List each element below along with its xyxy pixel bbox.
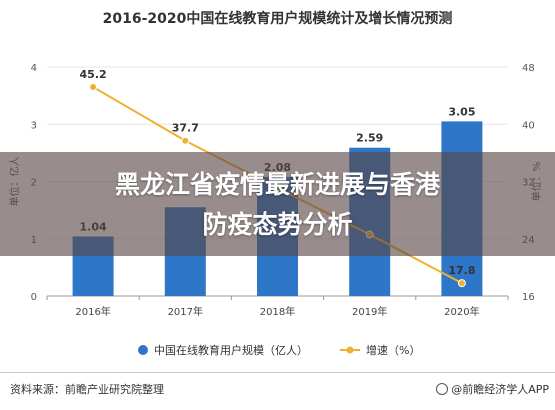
line-data-label: 37.7 [172, 122, 199, 135]
x-tick-label: 2017年 [168, 305, 203, 318]
x-tick-label: 2016年 [75, 305, 110, 318]
chart-title: 2016-2020中国在线教育用户规模统计及增长情况预测 [102, 11, 453, 27]
line-data-label: 17.8 [448, 264, 475, 277]
line-data-label: 45.2 [80, 68, 107, 81]
bar-data-label: 3.05 [448, 105, 475, 118]
growth-point [457, 279, 466, 288]
y-left-tick-label: 0 [31, 292, 37, 303]
x-tick-label: 2019年 [352, 305, 387, 318]
y-right-tick-label: 48 [522, 63, 535, 74]
legend-bar-marker [138, 345, 148, 355]
brand-credit: @前瞻经济学人APP [436, 381, 549, 397]
x-tick-label: 2018年 [260, 305, 295, 318]
footer-divider [0, 372, 555, 373]
growth-point [181, 136, 190, 145]
legend-bar-label: 中国在线教育用户规模（亿人） [154, 343, 308, 357]
headline-line-2: 防疫态势分析 [202, 210, 353, 239]
x-tick-label: 2020年 [444, 305, 479, 318]
y-left-tick-label: 4 [31, 63, 37, 74]
growth-point [89, 83, 98, 92]
source-note: 资料来源：前瞻产业研究院整理 [10, 383, 164, 396]
brand-logo-icon [436, 383, 449, 395]
headline-overlay [0, 152, 555, 256]
headline: 黑龙江省疫情最新进展与香港 防疫态势分析 [0, 165, 555, 245]
brand-label: @前瞻经济学人APP [451, 383, 549, 396]
bar-data-label: 2.59 [356, 132, 383, 145]
y-right-tick-label: 16 [522, 292, 535, 303]
headline-line-1: 黑龙江省疫情最新进展与香港 [114, 170, 440, 199]
legend-line-label: 增速（%） [366, 343, 420, 357]
y-right-tick-label: 40 [522, 120, 535, 131]
legend-line-dot [346, 346, 354, 354]
y-left-tick-label: 3 [31, 120, 37, 131]
